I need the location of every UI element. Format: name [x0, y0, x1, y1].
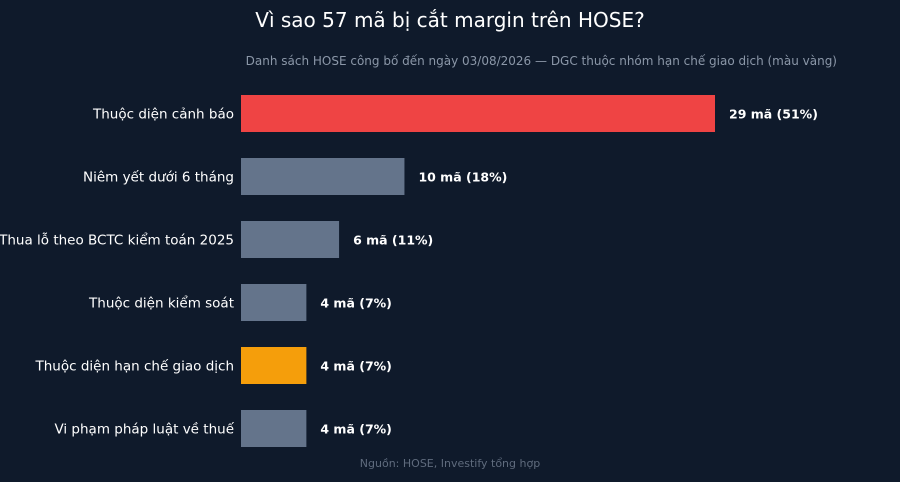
- category-label-2: Thua lỗ theo BCTC kiểm toán 2025: [0, 232, 234, 249]
- data-label-2: 6 mã (11%): [353, 233, 433, 248]
- data-label-0: 29 mã (51%): [729, 107, 818, 122]
- data-label-4: 4 mã (7%): [320, 359, 392, 374]
- bar-2: [241, 221, 340, 258]
- bar-1: [241, 158, 405, 195]
- data-label-3: 4 mã (7%): [320, 296, 392, 311]
- data-label-1: 10 mã (18%): [418, 170, 507, 185]
- category-label-4: Thuộc diện hạn chế giao dịch: [35, 358, 235, 375]
- chart-subtitle: Danh sách HOSE công bố đến ngày 03/08/20…: [245, 54, 837, 68]
- bar-5: [241, 410, 307, 447]
- category-label-5: Vi phạm pháp luật về thuế: [54, 421, 234, 438]
- bar-3: [241, 284, 307, 321]
- bar-4: [241, 347, 307, 384]
- category-label-0: Thuộc diện cảnh báo: [92, 107, 234, 123]
- chart-source: Nguồn: HOSE, Investify tổng hợp: [359, 457, 541, 470]
- data-label-5: 4 mã (7%): [320, 422, 392, 437]
- bar-0: [241, 95, 715, 132]
- category-label-3: Thuộc diện kiểm soát: [88, 295, 234, 312]
- chart-title: Vì sao 57 mã bị cắt margin trên HOSE?: [255, 8, 645, 32]
- category-label-1: Niêm yết dưới 6 tháng: [83, 169, 234, 186]
